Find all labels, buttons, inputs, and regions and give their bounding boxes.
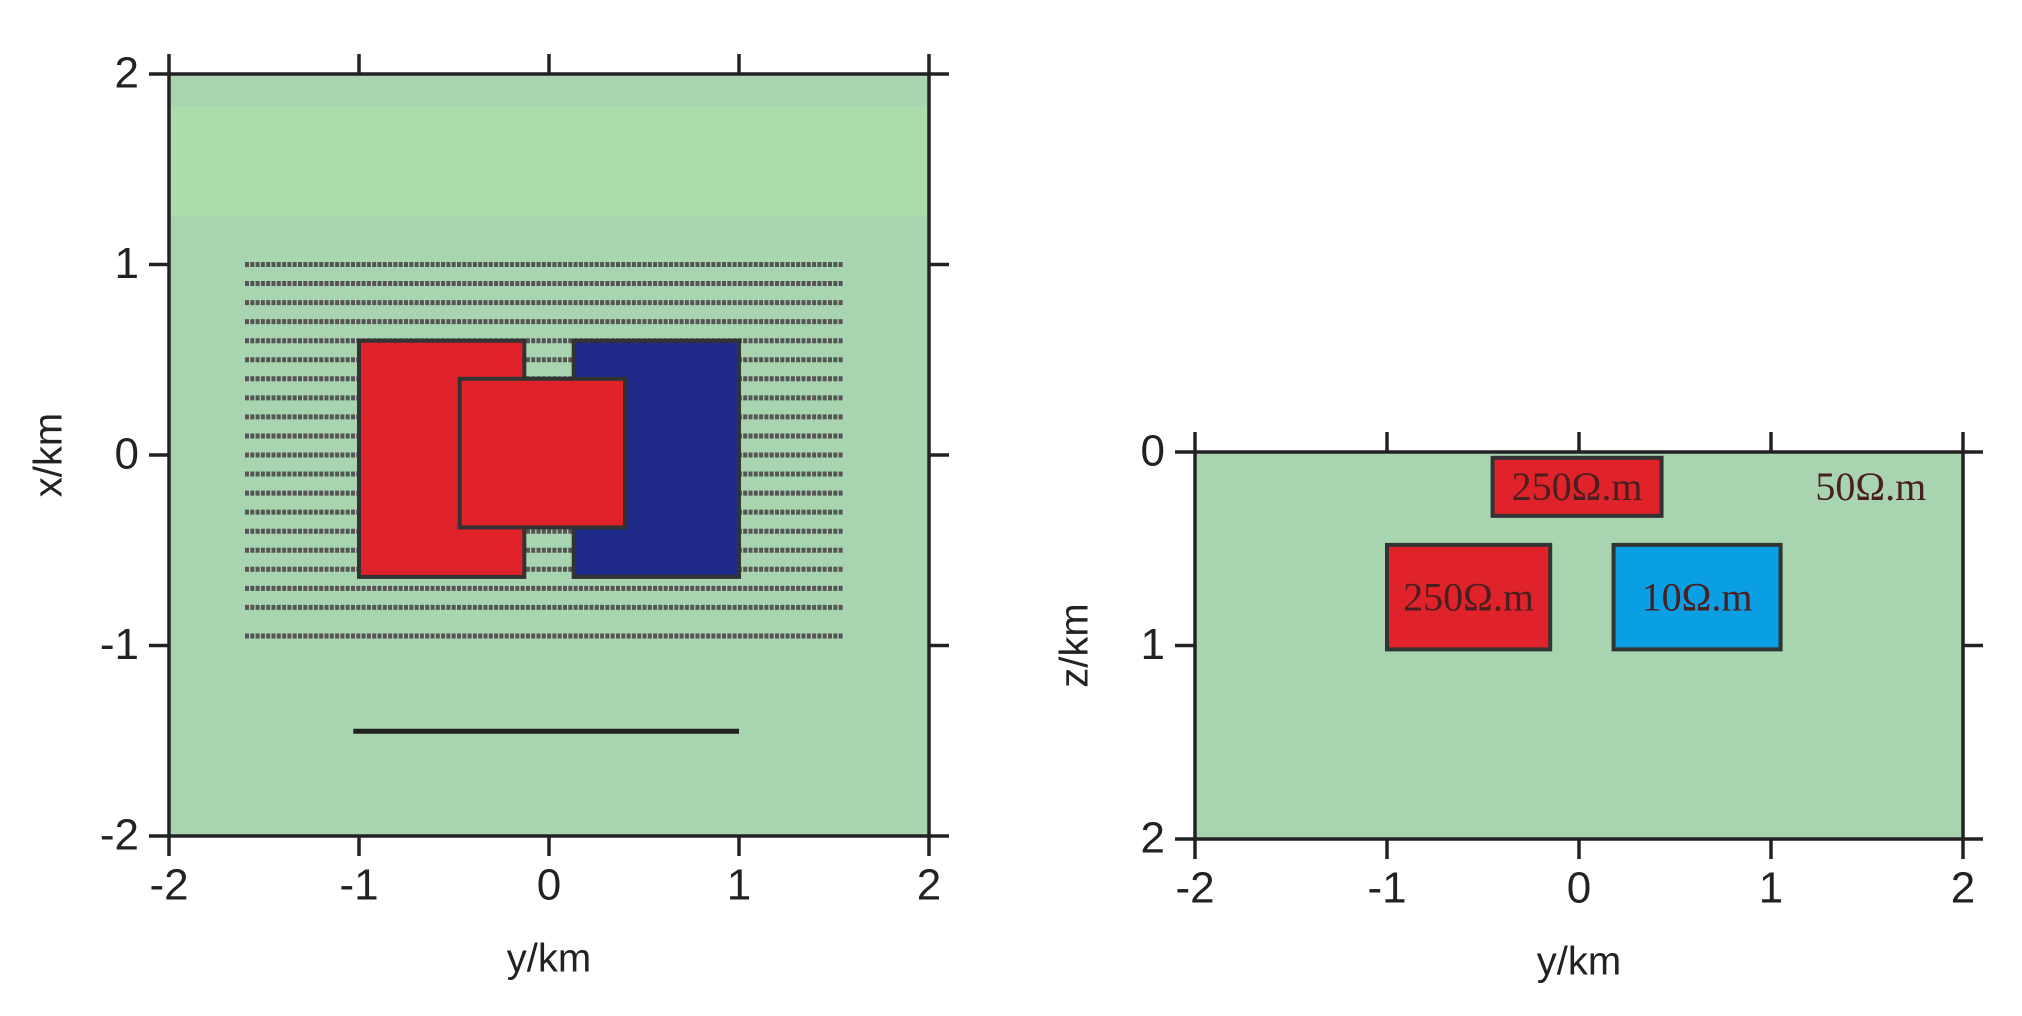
- y-tick-label: 0: [115, 430, 139, 479]
- x-tick-label: 2: [1951, 864, 1975, 913]
- block: [1490, 455, 1664, 518]
- x-tick-label: 1: [727, 861, 751, 910]
- y-tick-label: 1: [115, 239, 139, 288]
- block: [457, 376, 628, 530]
- x-tick-label: 1: [1759, 864, 1783, 913]
- block-label: 250Ω.m: [1512, 464, 1643, 509]
- y-axis-label: x/km: [27, 413, 71, 497]
- y-tick-label: 1: [1141, 620, 1165, 669]
- x-axis-label: y/km: [507, 937, 591, 981]
- y-tick-label: -1: [100, 620, 139, 669]
- block-label: 250Ω.m: [1403, 574, 1534, 619]
- block: [1385, 542, 1553, 652]
- x-tick-label: -2: [1175, 864, 1214, 913]
- layer-band: [169, 106, 929, 217]
- y-axis-label: z/km: [1053, 603, 1097, 687]
- y-tick-label: 2: [1141, 814, 1165, 863]
- x-tick-label: -1: [339, 861, 378, 910]
- y-tick-label: 0: [1141, 427, 1165, 476]
- x-axis-label: y/km: [1537, 940, 1621, 984]
- block-label: 10Ω.m: [1642, 574, 1753, 619]
- y-tick-label: 2: [115, 49, 139, 98]
- x-tick-label: 0: [1567, 864, 1591, 913]
- annotation: 50Ω.m: [1815, 464, 1926, 509]
- x-tick-label: -2: [149, 861, 188, 910]
- x-tick-label: 2: [917, 861, 941, 910]
- y-tick-label: -2: [100, 811, 139, 860]
- x-tick-label: -1: [1367, 864, 1406, 913]
- block: [1611, 542, 1783, 652]
- x-tick-label: 0: [537, 861, 561, 910]
